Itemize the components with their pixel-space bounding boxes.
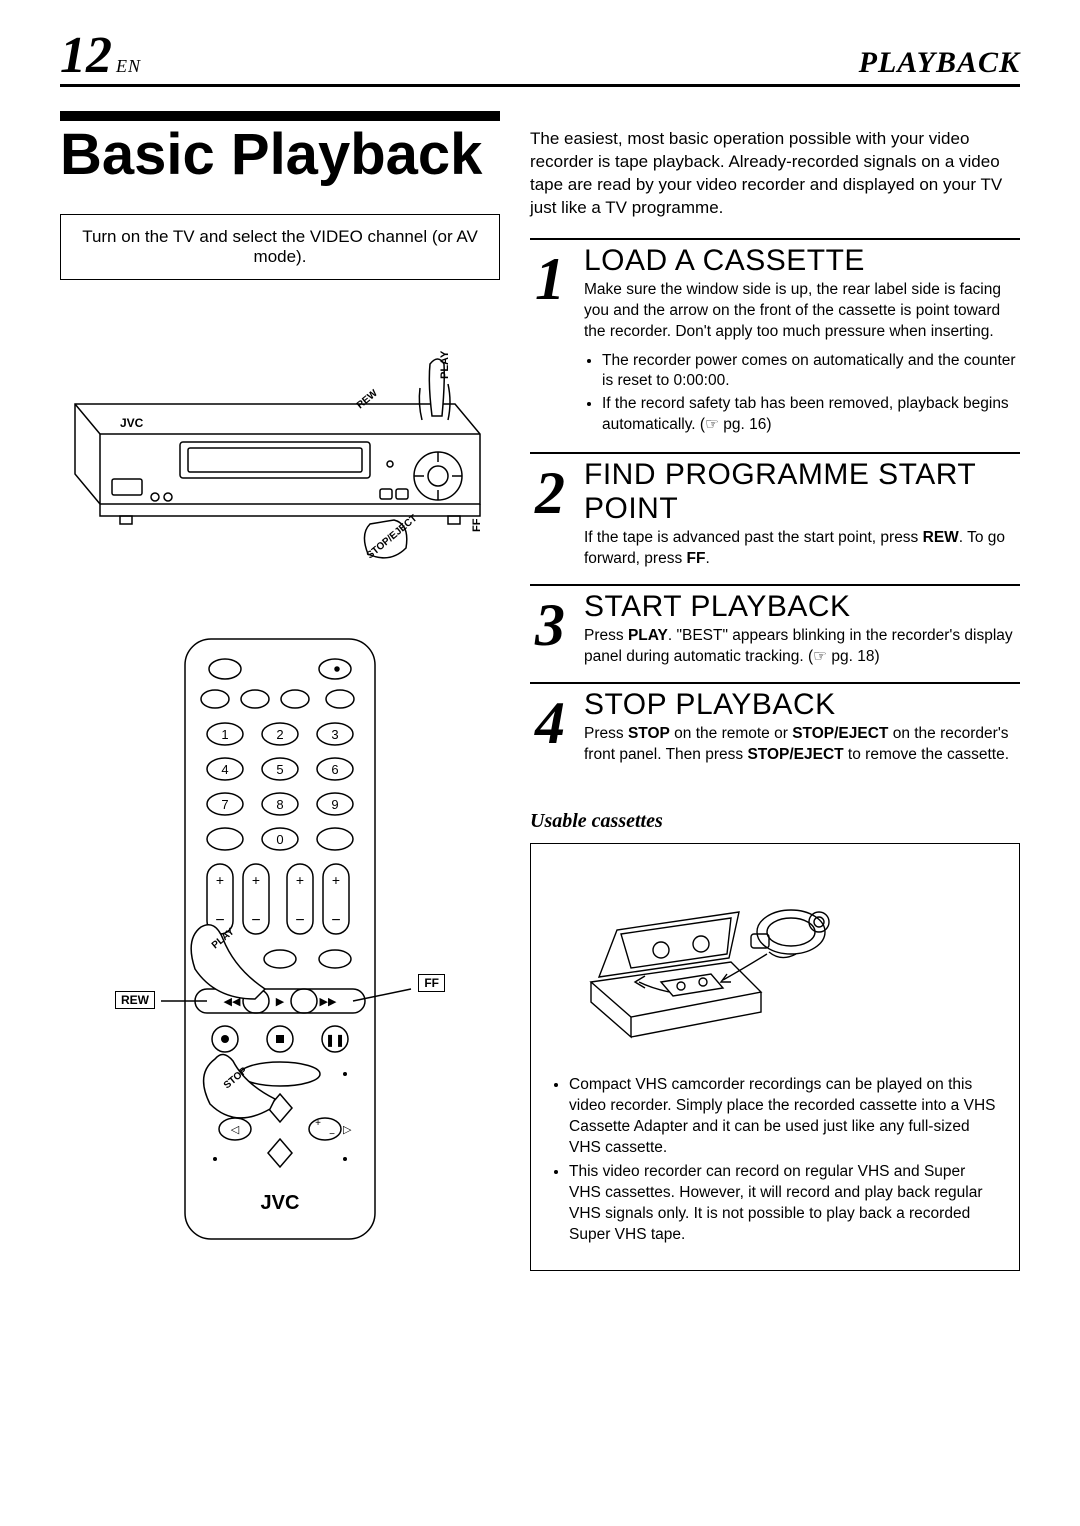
svg-text:▶▶: ▶▶ [320,996,337,1008]
vcr-illustration: JVC PLAY REW FF STOP/EJECT [60,324,500,584]
step-title: STOP PLAYBACK [584,688,1020,722]
step-desc: Make sure the window side is up, the rea… [584,280,1020,343]
usable-bullets: Compact VHS camcorder recordings can be … [551,1075,999,1246]
vcr-ff-label: FF [471,518,483,532]
svg-text:5: 5 [276,762,283,777]
step-desc: Press PLAY. "BEST" appears blinking in t… [584,626,1020,668]
step-bullets: The recorder power comes on automaticall… [584,351,1020,437]
svg-text:+: + [315,1118,321,1129]
vcr-brand-label: JVC [120,416,144,430]
step-bullet: The recorder power comes on automaticall… [602,351,1020,393]
svg-text:▶: ▶ [276,996,285,1008]
svg-text:9: 9 [331,797,338,812]
step-title: START PLAYBACK [584,590,1020,624]
tv-instruction-text: Turn on the TV and select the VIDEO chan… [82,227,478,266]
step-title: FIND PROGRAMME START POINT [584,458,1020,526]
svg-text:−: − [295,912,304,929]
main-title: Basic Playback [60,125,500,186]
svg-text:1: 1 [221,727,228,742]
remote-ff-label: FF [418,974,445,992]
cassette-adapter-illustration [551,862,851,1052]
step-2: 2 FIND PROGRAMME START POINT If the tape… [530,452,1020,570]
svg-text:−: − [331,912,340,929]
svg-text:◁: ◁ [231,1124,240,1136]
svg-text:3: 3 [331,727,338,742]
svg-text:−: − [215,912,224,929]
page-number-value: 12 [60,27,112,84]
vcr-play-label: PLAY [439,350,451,379]
step-desc: If the tape is advanced past the start p… [584,528,1020,570]
svg-text:+: + [252,872,260,888]
tv-instruction-box: Turn on the TV and select the VIDEO chan… [60,214,500,280]
svg-text:+: + [332,872,340,888]
usable-bullet: This video recorder can record on regula… [569,1162,999,1246]
step-title: LOAD A CASSETTE [584,244,1020,278]
svg-text:+: + [296,872,304,888]
svg-text:7: 7 [221,797,228,812]
remote-rew-label: REW [115,991,155,1009]
usable-cassettes-title: Usable cassettes [530,810,1020,833]
step-number: 1 [530,244,570,438]
svg-text:0: 0 [276,832,283,847]
usable-bullet: Compact VHS camcorder recordings can be … [569,1075,999,1159]
svg-text:−: − [329,1129,335,1140]
remote-brand-label: JVC [261,1192,300,1214]
step-number: 2 [530,458,570,570]
svg-text:2: 2 [276,727,283,742]
svg-text:4: 4 [221,762,228,777]
title-rule [60,111,500,121]
svg-text:8: 8 [276,797,283,812]
svg-text:+: + [216,872,224,888]
page-number: 12EN [60,30,141,82]
usable-cassettes-box: Compact VHS camcorder recordings can be … [530,843,1020,1271]
step-4: 4 STOP PLAYBACK Press STOP on the remote… [530,682,1020,766]
step-1: 1 LOAD A CASSETTE Make sure the window s… [530,238,1020,438]
svg-text:−: − [251,912,260,929]
intro-paragraph: The easiest, most basic operation possib… [530,128,1020,220]
step-desc: Press STOP on the remote or STOP/EJECT o… [584,724,1020,766]
remote-illustration: 1 2 3 4 5 6 7 8 9 [115,629,445,1249]
step-number: 3 [530,590,570,668]
step-bullet: If the record safety tab has been remove… [602,394,1020,436]
svg-text:❚❚: ❚❚ [325,1033,345,1047]
page-header: 12EN PLAYBACK [60,30,1020,87]
step-number: 4 [530,688,570,766]
svg-text:▷: ▷ [343,1124,352,1136]
page-lang: EN [116,56,141,76]
svg-text:6: 6 [331,762,338,777]
step-3: 3 START PLAYBACK Press PLAY. "BEST" appe… [530,584,1020,668]
vcr-rew-label: REW [355,387,380,411]
section-title: PLAYBACK [859,46,1020,80]
